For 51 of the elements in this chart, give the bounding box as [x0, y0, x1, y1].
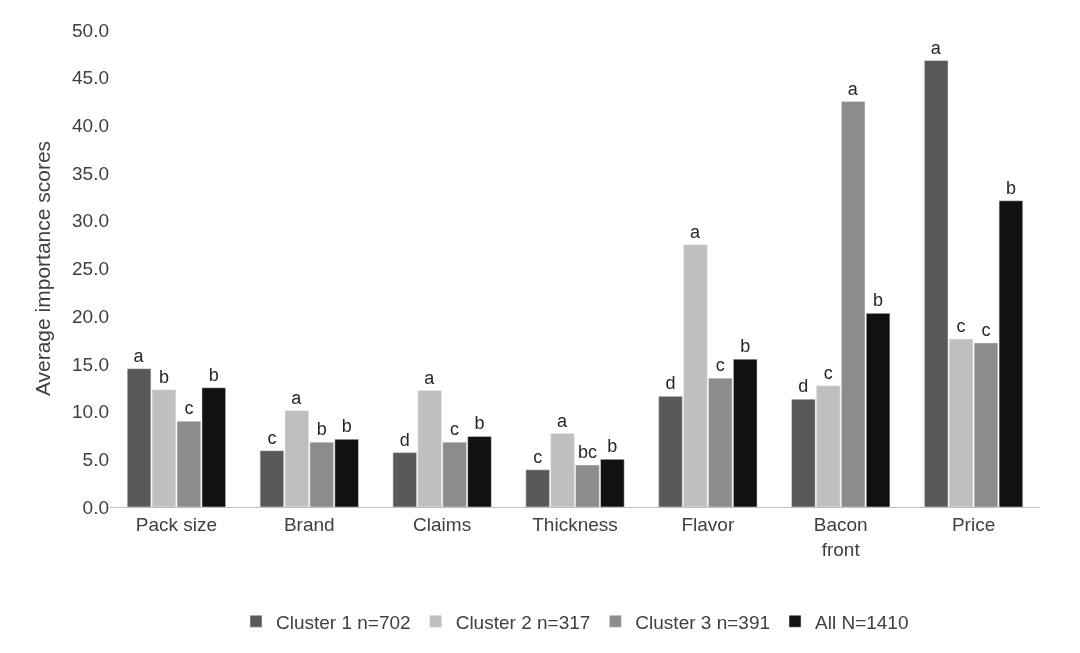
data-label: c	[823, 362, 833, 383]
legend-label: Cluster 2 n=317	[455, 611, 591, 633]
data-label: a	[291, 387, 303, 408]
data-label: a	[424, 367, 436, 388]
y-tick-label: 50.0	[72, 19, 109, 41]
y-tick-label: 30.0	[72, 210, 109, 232]
data-label: c	[715, 355, 725, 376]
y-tick-label: 20.0	[72, 305, 109, 327]
y-tick-label: 5.0	[82, 448, 109, 470]
data-label: a	[133, 345, 145, 366]
data-label: b	[208, 364, 219, 385]
x-tick-label: Brand	[283, 513, 335, 535]
legend-label: Cluster 1 n=702	[276, 611, 411, 633]
data-label: bc	[577, 442, 597, 463]
data-label: a	[930, 37, 942, 58]
data-label: c	[450, 419, 460, 440]
y-tick-label: 40.0	[72, 115, 109, 137]
x-tick-label: Pack size	[135, 513, 218, 535]
data-label: d	[665, 373, 676, 394]
data-label: b	[341, 416, 352, 437]
y-tick-label: 45.0	[72, 67, 109, 89]
x-tick-label: Thickness	[532, 513, 618, 535]
data-label: b	[873, 290, 884, 311]
y-tick-label: 0.0	[82, 496, 109, 518]
data-label: b	[740, 336, 751, 357]
data-label: c	[981, 319, 991, 340]
y-tick-label: 10.0	[72, 401, 109, 423]
data-label: a	[689, 221, 701, 242]
legend-label: Cluster 3 n=391	[635, 611, 771, 633]
data-label: d	[399, 429, 410, 450]
x-tick-label: Price	[951, 513, 996, 535]
data-label: b	[1005, 177, 1016, 198]
y-tick-label: 25.0	[72, 258, 109, 280]
y-tick-label: 35.0	[72, 162, 109, 184]
data-label: b	[474, 413, 485, 434]
data-label: c	[533, 446, 543, 467]
x-tick-label: Flavor	[681, 513, 735, 535]
data-label: a	[557, 410, 569, 431]
data-label: b	[607, 436, 618, 457]
legend-label: All N=1410	[815, 611, 909, 633]
data-label: c	[956, 316, 966, 337]
y-axis-title: Average importance scores	[31, 140, 55, 397]
x-tick-label: Claims	[413, 513, 472, 535]
data-label: c	[267, 427, 277, 448]
data-label: b	[158, 366, 169, 387]
data-label: d	[798, 376, 809, 397]
y-tick-label: 15.0	[72, 353, 109, 375]
data-label: c	[184, 398, 194, 419]
x-tick-label: Bacon front	[813, 513, 868, 560]
data-label: b	[316, 419, 327, 440]
data-label: a	[847, 78, 859, 99]
